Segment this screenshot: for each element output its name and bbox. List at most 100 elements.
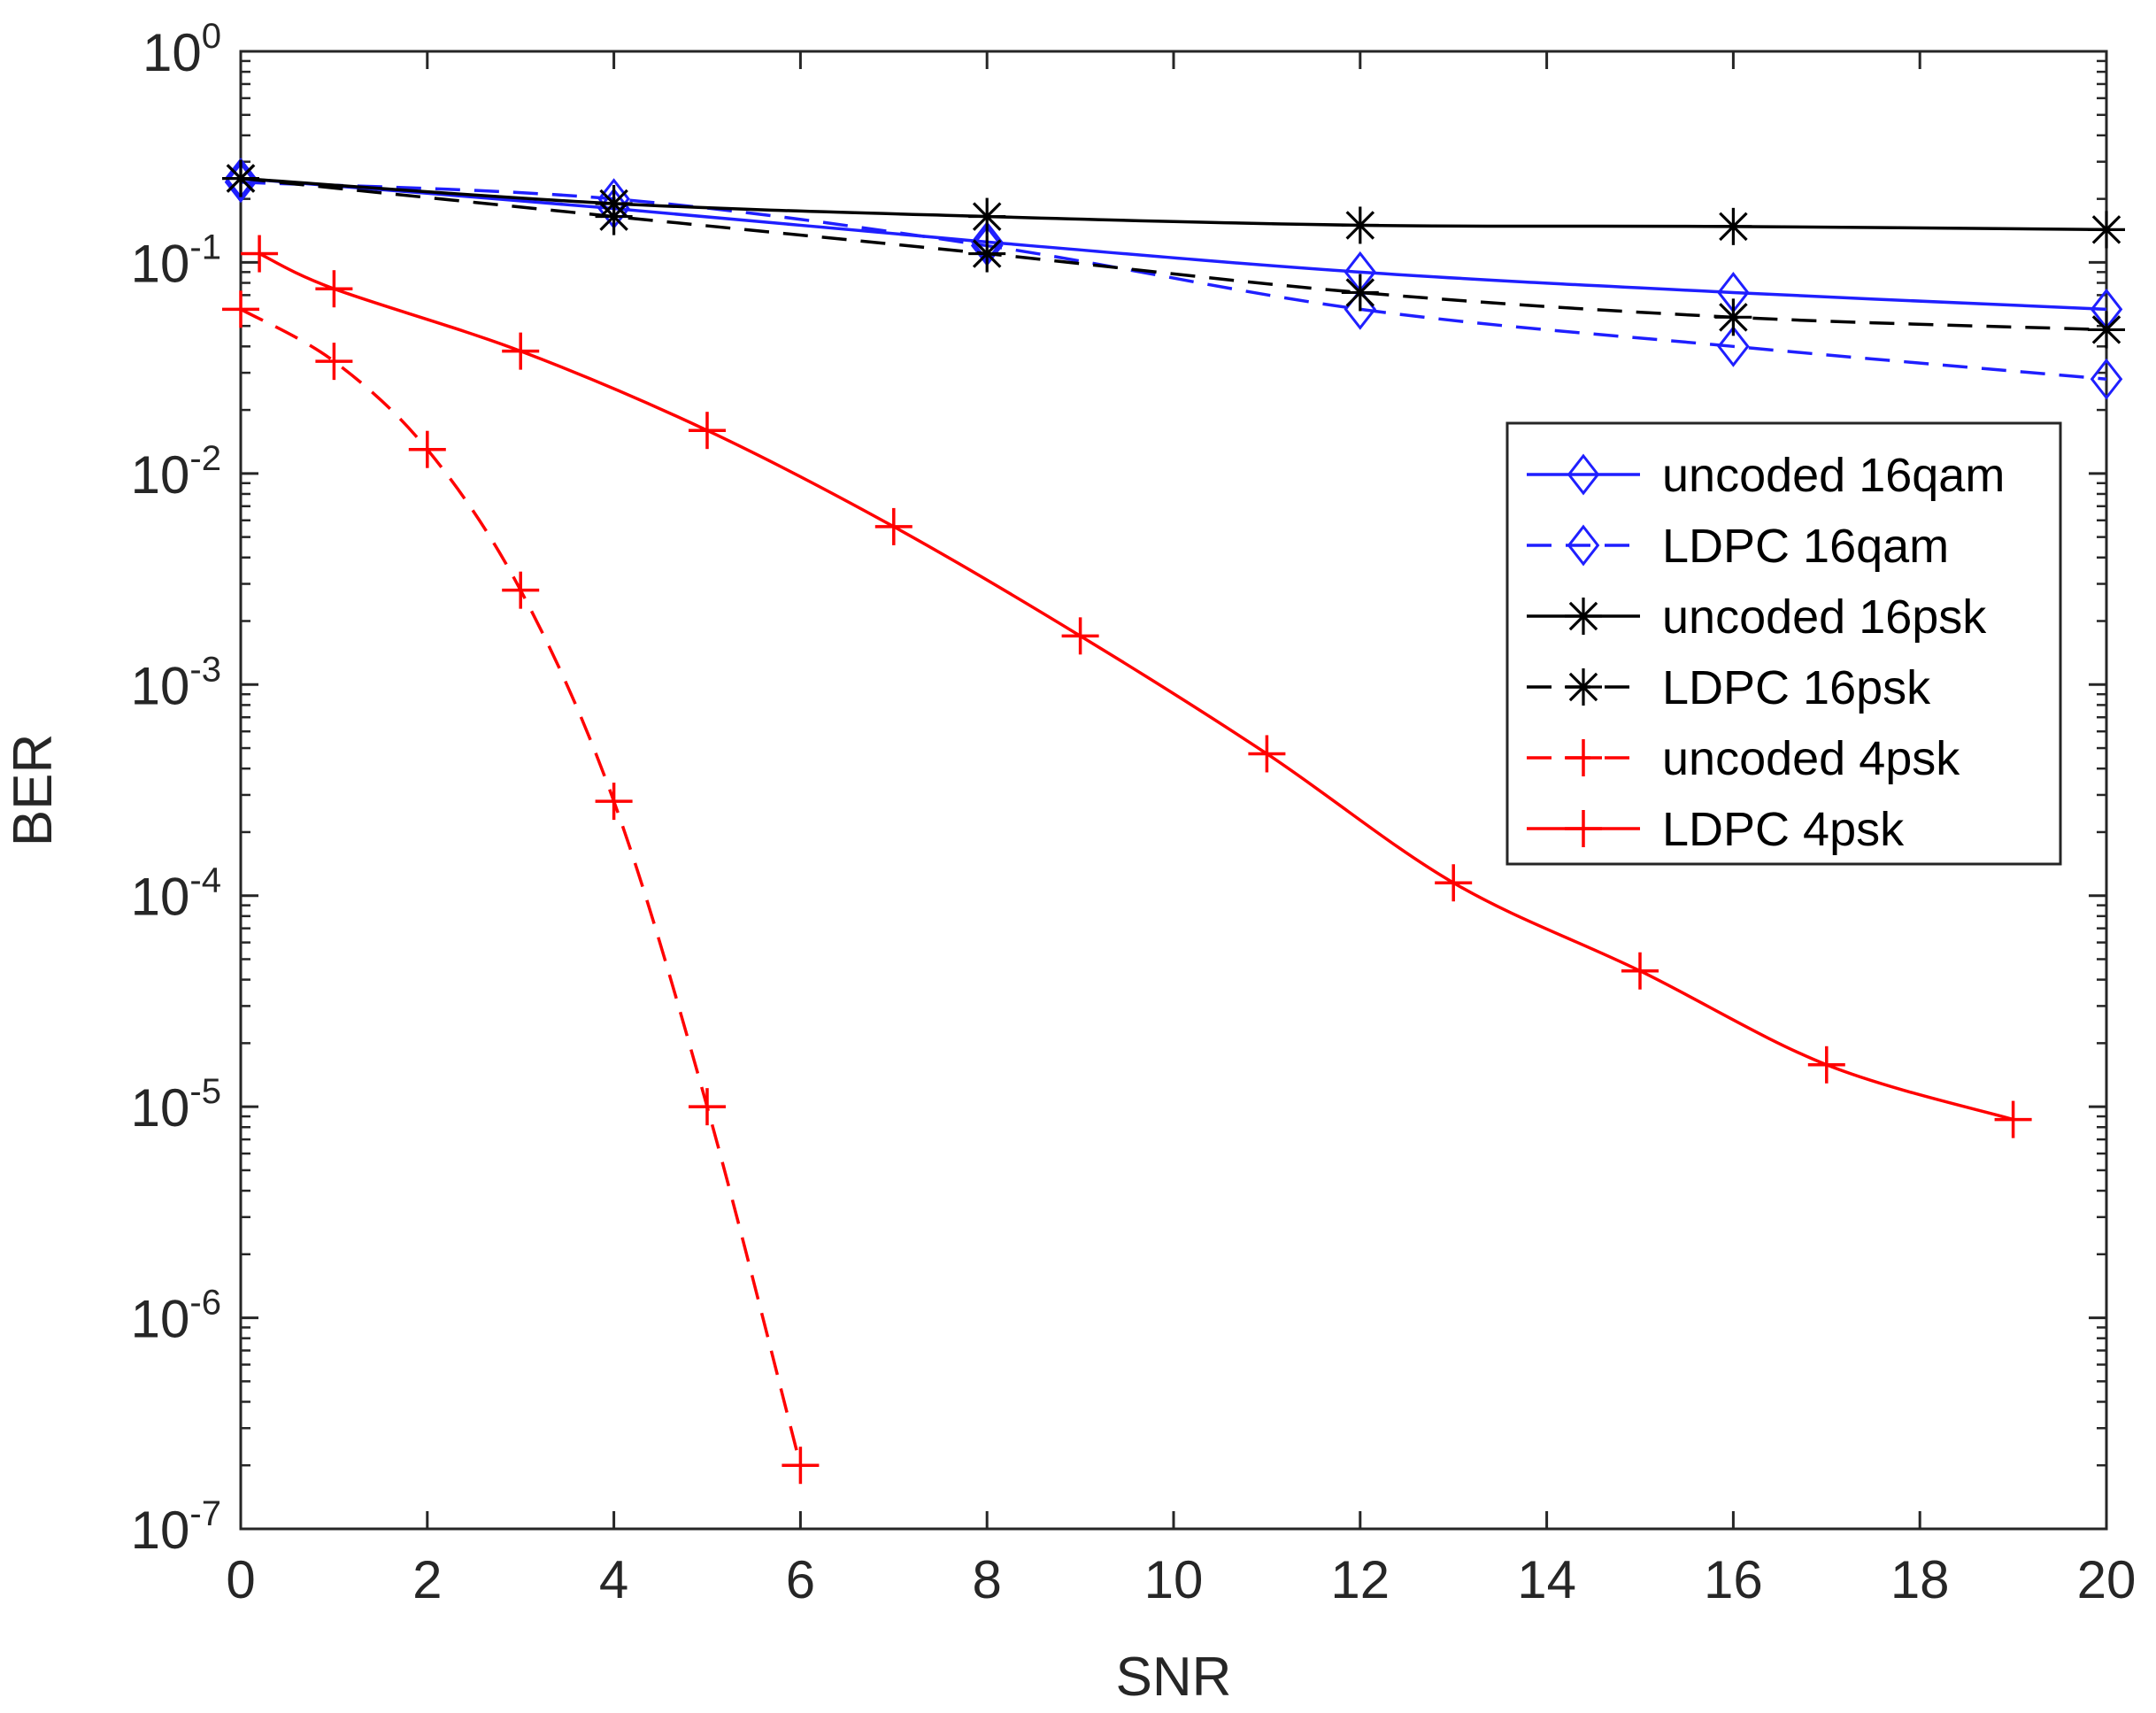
data-point-ldpc-16psk-d2: [972, 239, 1002, 268]
legend-label-ldpc-16psk: LDPC 16psk: [1662, 661, 1931, 714]
legend-label-uncoded-4psk: uncoded 4psk: [1662, 732, 1960, 785]
data-point-ldpc-4psk: [315, 270, 353, 308]
data-point-ldpc-4psk: [1807, 1046, 1845, 1084]
series-line-uncoded-4psk: [240, 307, 803, 1466]
y-tick-exponent: -3: [189, 650, 221, 689]
y-tick-base: 10: [131, 868, 190, 927]
data-point-ldpc-16psk-d2: [226, 164, 256, 193]
data-point-uncoded-16psk-d2: [972, 202, 1002, 231]
data-point-ldpc-16psk: [595, 197, 633, 235]
data-point-ldpc-4psk: [1621, 952, 1659, 990]
legend-label-uncoded-16psk: uncoded 16psk: [1662, 590, 1987, 644]
y-tick-label: 10-7: [131, 1494, 221, 1560]
data-point-uncoded-16psk: [1714, 207, 1752, 245]
y-tick-base: 10: [131, 656, 190, 715]
legend-marker-ldpc-16psk: [1565, 668, 1602, 706]
y-tick-label: 10-2: [131, 439, 221, 505]
y-tick-label: 10-4: [131, 861, 221, 927]
legend-marker-uncoded-16qam: [1567, 453, 1600, 496]
data-point-ldpc-16psk-d2: [1719, 303, 1748, 332]
data-point-uncoded-4psk: [502, 571, 540, 609]
data-point-uncoded-4psk: [595, 783, 633, 821]
x-tick-label: 10: [1144, 1550, 1204, 1609]
data-point-uncoded-16psk-d2: [1719, 212, 1748, 242]
data-point-ldpc-16psk: [1714, 298, 1752, 336]
data-point-ldpc-4psk: [689, 412, 726, 450]
x-tick-label: 8: [973, 1550, 1002, 1609]
data-point-ldpc-16psk: [2088, 311, 2125, 349]
x-tick-label: 14: [1517, 1550, 1576, 1609]
data-point-ldpc-16psk: [222, 159, 259, 197]
data-point-ldpc-4psk: [1248, 735, 1286, 773]
data-point-uncoded-16psk-d2: [2091, 215, 2121, 244]
data-point-uncoded-4psk: [782, 1447, 820, 1485]
x-tick-label: 18: [1890, 1550, 1950, 1609]
y-tick-base: 10: [131, 1501, 190, 1560]
y-tick-base: 10: [131, 1078, 190, 1138]
legend-item-uncoded-16qam: uncoded 16qam: [1527, 449, 2005, 502]
data-point-ldpc-16qam: [1717, 325, 1750, 367]
data-point-uncoded-4psk: [315, 343, 353, 381]
data-point-ldpc-16psk-d2: [1345, 278, 1375, 307]
y-tick-exponent: -2: [189, 439, 221, 478]
y-tick-exponent: -6: [189, 1284, 221, 1323]
data-point-ldpc-4psk: [241, 235, 279, 273]
data-point-uncoded-4psk: [222, 290, 259, 328]
y-tick-label: 10-3: [131, 650, 221, 715]
axis-ticks: 0 2 4 6 8 10 12 14 16 18 2010010-110-210-310-410-5…: [131, 17, 2137, 1609]
series-line-ldpc-16psk: [240, 176, 2107, 332]
data-point-uncoded-4psk: [689, 1088, 726, 1126]
series-uncoded-4psk: [222, 290, 820, 1485]
legend-item-ldpc-16qam: LDPC 16qam: [1527, 520, 1949, 573]
y-tick-exponent: -7: [189, 1494, 221, 1533]
series-ldpc-16psk: [222, 159, 2125, 349]
legend-label-ldpc-4psk: LDPC 4psk: [1662, 803, 1905, 856]
data-point-uncoded-16psk: [968, 197, 1006, 235]
x-tick-label: 16: [1704, 1550, 1763, 1609]
x-tick-label: 6: [786, 1550, 815, 1609]
y-tick-label: 100: [142, 17, 221, 82]
y-tick-exponent: -1: [189, 228, 221, 266]
data-point-ldpc-16qam: [2090, 358, 2123, 400]
legend: uncoded 16qam LDPC 16qam uncoded 16psk LDPC…: [1505, 421, 2062, 866]
series-line-uncoded-16qam: [240, 176, 2107, 312]
x-tick-label: 12: [1330, 1550, 1390, 1609]
legend-item-ldpc-16psk: LDPC 16psk: [1527, 661, 1931, 714]
data-point-uncoded-16psk: [2088, 211, 2125, 249]
legend-box: [1505, 421, 2062, 866]
y-tick-exponent: 0: [202, 17, 221, 56]
y-tick-base: 10: [131, 445, 190, 505]
data-point-uncoded-4psk: [408, 430, 446, 468]
x-axis-title: SNR: [1116, 1647, 1232, 1708]
y-tick-label: 10-1: [131, 228, 221, 293]
legend-label-ldpc-16qam: LDPC 16qam: [1662, 520, 1949, 573]
legend-item-ldpc-4psk: LDPC 4psk: [1527, 803, 1905, 856]
data-point-ldpc-4psk: [1435, 864, 1473, 902]
data-point-ldpc-4psk: [874, 507, 912, 545]
y-tick-label: 10-5: [131, 1072, 221, 1138]
y-tick-exponent: -4: [189, 861, 221, 900]
series-line-uncoded-16psk: [240, 176, 2107, 232]
data-point-ldpc-4psk: [1994, 1100, 2032, 1138]
series-layer: [222, 158, 2125, 1485]
x-tick-label: 2: [412, 1550, 442, 1609]
legend-marker-uncoded-16psk: [1565, 598, 1602, 635]
x-tick-label: 0: [226, 1550, 255, 1609]
series-line-ldpc-16qam: [240, 181, 2107, 381]
legend-item-uncoded-16psk: uncoded 16psk: [1527, 590, 1987, 644]
legend-marker-uncoded-16psk-d2: [1568, 601, 1598, 631]
legend-marker-uncoded-4psk: [1565, 739, 1602, 776]
data-point-uncoded-16psk-d2: [1345, 211, 1375, 240]
data-point-ldpc-16psk-d2: [599, 202, 628, 231]
y-tick-exponent: -5: [189, 1072, 221, 1111]
data-point-uncoded-16psk: [1341, 206, 1379, 244]
y-axis-title: BER: [3, 734, 64, 846]
data-point-ldpc-16psk: [1341, 274, 1379, 312]
legend-label-uncoded-16qam: uncoded 16qam: [1662, 449, 2005, 502]
x-tick-label: 4: [599, 1550, 628, 1609]
y-tick-base: 10: [131, 234, 190, 293]
data-point-ldpc-4psk: [502, 332, 540, 370]
data-point-ldpc-16qam: [224, 161, 258, 204]
data-point-ldpc-16psk-d2: [2091, 315, 2121, 344]
legend-marker-ldpc-16qam: [1567, 524, 1600, 567]
